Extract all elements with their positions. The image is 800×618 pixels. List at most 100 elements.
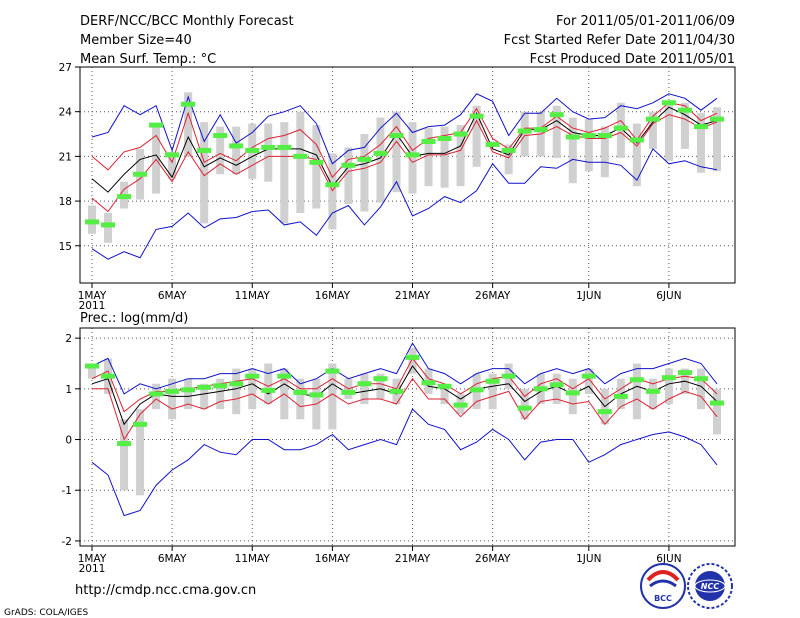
temp-median-marker <box>133 171 148 177</box>
precip-median-marker <box>181 387 196 393</box>
bcc-logo-text: BCC <box>654 594 672 603</box>
temp-median-marker <box>629 137 644 143</box>
precip-xtick-label: 26MAY <box>475 553 511 565</box>
precip-xtick-year-label: 2011 <box>79 563 106 575</box>
temp-median-marker <box>197 147 212 153</box>
temp-xtick-label: 11MAY <box>235 290 271 302</box>
temp-spread-box <box>664 101 673 161</box>
temp-median-marker <box>357 156 372 162</box>
precip-xtick-label: 11MAY <box>235 553 271 565</box>
header-member-size: Member Size=40 <box>80 33 192 48</box>
temp-median-marker <box>581 133 596 139</box>
temperature-plot-frame <box>79 66 736 284</box>
temp-spread-box <box>424 128 433 187</box>
precip-median-marker <box>293 389 308 395</box>
temp-spread-box <box>184 92 193 157</box>
temp-median-marker <box>437 136 452 142</box>
temp-xtick-label: 6MAY <box>158 290 187 302</box>
precip-median-marker <box>565 390 580 396</box>
temp-median-marker <box>533 127 548 133</box>
header-produced-date: Fcst Produced Date 2011/05/01 <box>530 52 735 67</box>
temp-spread-box <box>408 122 417 194</box>
precip-spread-box <box>216 378 225 410</box>
temp-median-marker <box>549 112 564 118</box>
precip-spread-box <box>120 419 129 491</box>
precip-lower-outer-line <box>91 408 718 517</box>
precip-spread-box <box>184 378 193 410</box>
precip-xtick-label: 1MAY <box>78 553 107 565</box>
temp-spread-box <box>296 111 305 213</box>
precip-median-marker <box>710 400 724 406</box>
precip-median-marker <box>229 381 244 387</box>
temp-lower-outer-line <box>91 148 718 260</box>
precip-spread-box <box>200 383 209 410</box>
precip-spread-box <box>376 373 385 399</box>
temp-median-marker <box>165 152 180 158</box>
temp-median-marker <box>517 128 532 134</box>
precip-median-marker <box>101 373 116 379</box>
precip-median-marker <box>437 383 452 389</box>
precip-median-marker <box>245 373 260 379</box>
temp-median-marker <box>485 141 500 147</box>
temp-median-marker <box>261 144 276 150</box>
precip-ytick-label: 1 <box>65 384 72 396</box>
precip-ytick-label: 2 <box>65 333 72 345</box>
precip-spread-box <box>520 388 529 420</box>
footer-url[interactable]: http://cmdp.ncc.cma.gov.cn <box>75 583 256 598</box>
precip-median-marker <box>549 382 564 388</box>
precip-ytick-label: -2 <box>62 536 72 548</box>
temp-median-marker <box>245 147 260 153</box>
temp-median-marker <box>645 116 660 122</box>
temp-median-marker <box>101 222 116 228</box>
precip-median-marker <box>197 384 212 390</box>
precip-median-marker <box>357 381 372 387</box>
ncc-logo-globe <box>695 571 725 601</box>
temp-upper-inner-line <box>91 102 718 179</box>
precip-upper-outer-line <box>91 342 718 395</box>
precip-spread-box <box>152 383 161 410</box>
temp-xtick-label: 1JUN <box>576 290 601 302</box>
precip-spread-box <box>696 368 705 410</box>
precip-median-marker <box>325 368 340 374</box>
temp-ytick-label: 18 <box>59 196 72 208</box>
precip-median-marker <box>309 392 324 398</box>
temp-median-marker <box>389 133 404 139</box>
precip-median-marker <box>149 391 164 397</box>
temp-xtick-label: 26MAY <box>475 290 511 302</box>
temp-median-marker <box>597 133 612 139</box>
precip-median-marker <box>629 377 644 383</box>
precip-spread-box <box>408 348 417 374</box>
precip-median-marker <box>261 387 276 393</box>
temp-median-marker <box>277 144 292 150</box>
precip-spread-box <box>488 373 497 410</box>
temp-median-marker <box>565 134 580 140</box>
precip-median-marker <box>469 387 484 393</box>
bcc-logo-swoosh-red <box>646 570 680 582</box>
precip-spread-box <box>168 378 177 420</box>
precip-median-marker <box>421 380 436 386</box>
precip-median-marker <box>661 375 676 381</box>
precip-panel-title: Prec.: log(mm/d) <box>80 311 188 326</box>
precip-spread-box <box>136 409 145 496</box>
temp-spread-box <box>440 126 449 188</box>
temp-median-marker <box>710 116 724 122</box>
precip-median-marker <box>597 409 612 415</box>
precip-median-marker <box>213 383 228 389</box>
precip-median-marker <box>389 388 404 394</box>
temp-spread-box <box>504 144 513 175</box>
ncc-logo: NCC <box>687 563 733 609</box>
temp-spread-box <box>600 126 609 178</box>
temp-spread-box <box>456 125 465 187</box>
temp-median-marker <box>693 124 708 130</box>
precip-median-marker <box>533 386 548 392</box>
temp-median-marker <box>469 113 484 119</box>
precip-spread-box <box>648 378 657 410</box>
temp-spread-box <box>632 123 641 187</box>
precip-ensemble-mean-line <box>91 365 718 426</box>
temp-spread-box <box>696 113 705 173</box>
precip-xtick-label: 6JUN <box>656 553 681 565</box>
precip-spread-box <box>296 378 305 420</box>
temp-spread-box <box>376 117 385 203</box>
